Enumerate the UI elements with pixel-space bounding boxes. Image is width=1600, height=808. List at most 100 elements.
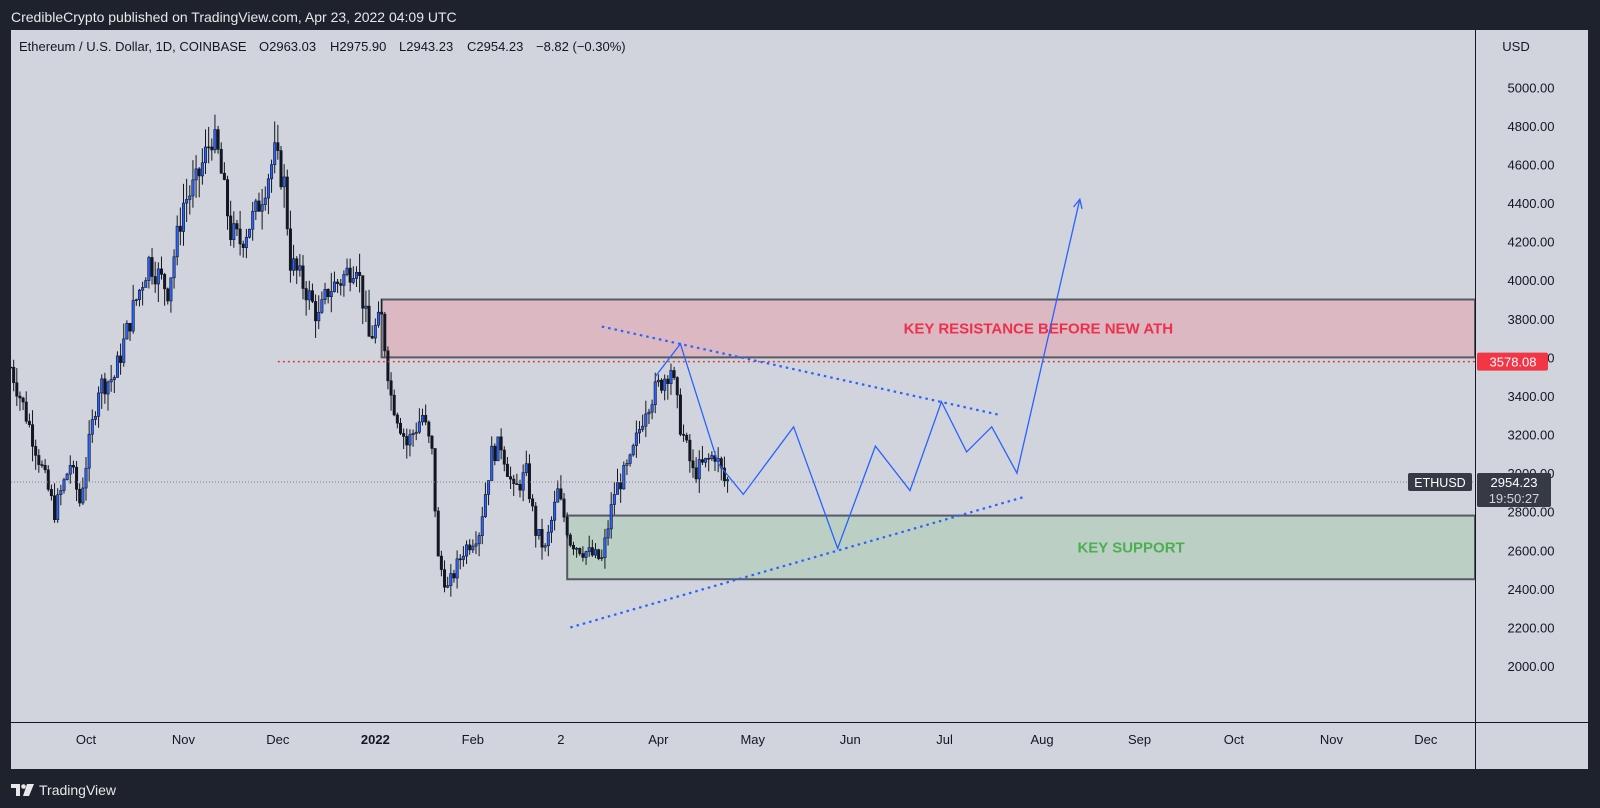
candle-body [226, 179, 230, 217]
candle-body [367, 305, 371, 337]
candle-body [402, 433, 406, 437]
candle-body [244, 236, 248, 248]
candle-body [575, 548, 579, 550]
candle-body [345, 267, 349, 275]
candle-body [109, 379, 113, 383]
y-tick-label: 4000.00 [1508, 273, 1555, 288]
candle-body [427, 421, 431, 437]
candle-body [461, 555, 465, 560]
candle-body [169, 277, 173, 302]
price-chart[interactable]: KEY RESISTANCE BEFORE NEW ATH KEY SUPPORT… [11, 30, 1588, 769]
candle-body [68, 464, 72, 475]
candle-body [634, 432, 638, 446]
candle-body [273, 142, 277, 166]
candle-body [710, 455, 714, 459]
candle-body [323, 288, 327, 300]
candle-body [537, 529, 541, 536]
candle-body [254, 200, 258, 212]
tradingview-brand[interactable]: TradingView [11, 782, 116, 798]
key-level-tag-label: 3578.08 [1490, 355, 1537, 370]
candle-body [556, 488, 560, 503]
candle-body [628, 454, 632, 464]
candle-body [603, 537, 607, 558]
candle-body [458, 558, 462, 561]
candle-body [612, 494, 616, 505]
candle-body [204, 146, 208, 164]
candle-body [578, 548, 582, 554]
y-tick-label: 2400.00 [1508, 582, 1555, 597]
candle-body [549, 519, 553, 533]
candle-body [650, 404, 654, 413]
candle-body [279, 150, 283, 188]
candle-body [21, 397, 25, 403]
candle-body [672, 370, 676, 378]
candle-body [288, 228, 292, 271]
candle-body [414, 431, 418, 434]
resistance-zone [380, 298, 1476, 359]
candle-body [49, 489, 53, 497]
candle-body [663, 378, 667, 391]
support-zone [566, 514, 1476, 581]
candle-body [704, 457, 708, 463]
candle-body [694, 467, 698, 480]
symbol-tag-label: ETHUSD [1414, 476, 1465, 490]
x-tick-label: Feb [462, 732, 484, 747]
candle-body [34, 446, 38, 456]
trendline-lower [570, 495, 1027, 629]
current-price-label: 2954.23 [1491, 475, 1538, 490]
x-tick-label: Jul [936, 732, 953, 747]
x-tick-label: Apr [648, 732, 669, 747]
candle-body [666, 378, 670, 384]
x-tick-label: Jun [840, 732, 861, 747]
candle-body [178, 225, 182, 232]
candle-body [11, 366, 13, 369]
candle-body [411, 433, 415, 436]
footer-bar: TradingView [0, 770, 1600, 808]
y-tick-label: 4400.00 [1508, 196, 1555, 211]
candle-body [238, 228, 242, 245]
candle-body [75, 466, 79, 490]
candle-body [71, 464, 75, 468]
candle-body [682, 434, 686, 436]
projection-path [654, 199, 1081, 551]
time-axis[interactable]: Oct Nov Dec 2022 Feb 2 Apr May Jun Jul Aug Sep Oct No… [76, 732, 1438, 747]
candle-body [329, 291, 333, 297]
candle-body [65, 473, 69, 481]
candle-body [172, 256, 176, 279]
candle-body [553, 501, 557, 521]
candle-body [46, 469, 50, 490]
candle-body [156, 268, 160, 285]
candle-body [405, 436, 409, 446]
candle-body [543, 545, 547, 548]
candle-body [103, 378, 107, 395]
candle-body [644, 413, 648, 427]
candle-body [471, 545, 475, 551]
candle-body [587, 547, 591, 553]
candle-body [298, 265, 302, 271]
candle-body [631, 445, 635, 456]
candle-body [43, 465, 47, 471]
candle-body [266, 178, 270, 199]
candle-body [527, 463, 531, 500]
candle-body [398, 422, 402, 434]
plot-background [11, 30, 1588, 769]
key-level-tag [1477, 352, 1548, 371]
candle-body [509, 476, 513, 480]
candle-body [81, 487, 85, 504]
symbol-name: Ethereum / U.S. Dollar, 1D, COINBASE [19, 39, 247, 54]
candle-body [339, 283, 343, 286]
candle-body [56, 494, 60, 520]
candle-body [468, 544, 472, 551]
candle-body [436, 510, 440, 557]
brand-name: TradingView [39, 782, 117, 798]
candle-body [351, 278, 355, 283]
candle-body [348, 267, 352, 283]
tradingview-logo-icon [11, 784, 34, 796]
support-zone-label: KEY SUPPORT [1077, 539, 1184, 556]
candle-body [115, 355, 119, 378]
candle-body [216, 129, 220, 150]
candle-body [27, 420, 31, 425]
candle-body [707, 457, 711, 460]
candle-body [465, 544, 469, 557]
